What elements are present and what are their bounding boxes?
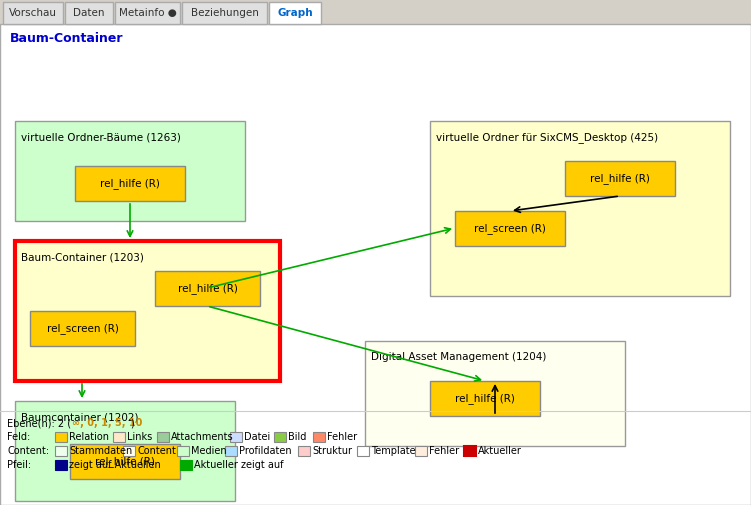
Bar	[75, 166, 185, 201]
Text: Attachments: Attachments	[171, 432, 234, 442]
Text: ): )	[130, 418, 134, 428]
Bar	[455, 211, 565, 246]
Text: rel_screen (R): rel_screen (R)	[474, 223, 546, 234]
Text: rel_hilfe (R): rel_hilfe (R)	[455, 393, 515, 404]
Bar	[65, 2, 113, 24]
Bar	[180, 460, 192, 470]
Bar	[464, 446, 476, 456]
Bar	[70, 444, 180, 479]
FancyArrowPatch shape	[79, 384, 85, 396]
Text: Daten: Daten	[74, 8, 104, 18]
Text: rel_hilfe (R): rel_hilfe (R)	[590, 173, 650, 184]
Text: Vorschau: Vorschau	[9, 8, 57, 18]
Text: Graph: Graph	[277, 8, 313, 18]
Text: rel_hilfe (R): rel_hilfe (R)	[177, 283, 237, 294]
Bar	[225, 446, 237, 456]
Bar	[313, 432, 325, 442]
Text: Bild: Bild	[288, 432, 306, 442]
Bar	[365, 341, 625, 446]
Bar	[3, 2, 63, 24]
Text: virtuelle Ordner für SixCMS_Desktop (425): virtuelle Ordner für SixCMS_Desktop (425…	[436, 132, 658, 143]
Bar	[430, 121, 730, 296]
Text: Template: Template	[370, 446, 415, 456]
Text: Links: Links	[128, 432, 152, 442]
Text: Beziehungen: Beziehungen	[191, 8, 258, 18]
Bar	[415, 446, 427, 456]
Text: Feld:: Feld:	[7, 432, 30, 442]
Bar	[15, 121, 245, 221]
Text: ∞, 0, 1, 5, 10: ∞, 0, 1, 5, 10	[72, 418, 143, 428]
Text: zeigt auf Aktuellen: zeigt auf Aktuellen	[69, 460, 161, 470]
Bar	[113, 432, 125, 442]
Bar	[155, 271, 260, 306]
Text: rel_hilfe (R): rel_hilfe (R)	[95, 456, 155, 467]
Text: Content: Content	[137, 446, 176, 456]
Bar	[357, 446, 369, 456]
Text: Pfeil:: Pfeil:	[7, 460, 31, 470]
Bar	[182, 2, 267, 24]
Bar	[30, 311, 135, 346]
FancyArrowPatch shape	[127, 204, 133, 236]
Text: Ebene(n): 2 (: Ebene(n): 2 (	[7, 418, 71, 428]
Bar	[55, 446, 67, 456]
Text: Aktueller zeigt auf: Aktueller zeigt auf	[195, 460, 284, 470]
Bar	[55, 432, 67, 442]
Bar	[269, 2, 321, 24]
Bar	[15, 401, 235, 501]
Text: Content:: Content:	[7, 446, 49, 456]
Text: Relation: Relation	[69, 432, 109, 442]
Bar	[123, 446, 135, 456]
Text: Baum-Container: Baum-Container	[10, 32, 123, 45]
Text: Stammdaten: Stammdaten	[69, 446, 132, 456]
Bar	[55, 460, 67, 470]
Bar	[158, 432, 170, 442]
Text: Fehler: Fehler	[429, 446, 459, 456]
Bar	[298, 446, 310, 456]
Bar	[430, 381, 540, 416]
FancyArrowPatch shape	[210, 228, 451, 287]
Text: virtuelle Ordner-Bäume (1263): virtuelle Ordner-Bäume (1263)	[21, 132, 181, 142]
Bar	[274, 432, 286, 442]
Text: Digital Asset Management (1204): Digital Asset Management (1204)	[371, 352, 547, 362]
FancyArrowPatch shape	[514, 196, 617, 213]
Text: Baum-Container (1203): Baum-Container (1203)	[21, 252, 144, 262]
Bar	[15, 241, 280, 381]
Text: Baumcontainer (1202): Baumcontainer (1202)	[21, 412, 138, 422]
Bar	[115, 2, 180, 24]
Text: Datei: Datei	[244, 432, 270, 442]
Text: Struktur: Struktur	[312, 446, 352, 456]
Text: Medien: Medien	[191, 446, 226, 456]
Text: Fehler: Fehler	[327, 432, 357, 442]
FancyArrowPatch shape	[210, 307, 481, 381]
Text: rel_hilfe (R): rel_hilfe (R)	[100, 178, 160, 189]
Bar	[176, 446, 189, 456]
Text: Profildaten: Profildaten	[240, 446, 292, 456]
Text: rel_screen (R): rel_screen (R)	[47, 323, 119, 334]
FancyArrowPatch shape	[492, 386, 498, 413]
Text: Metainfo ●: Metainfo ●	[119, 8, 176, 18]
Bar	[231, 432, 243, 442]
Bar	[565, 161, 675, 196]
Text: Aktueller: Aktueller	[478, 446, 522, 456]
